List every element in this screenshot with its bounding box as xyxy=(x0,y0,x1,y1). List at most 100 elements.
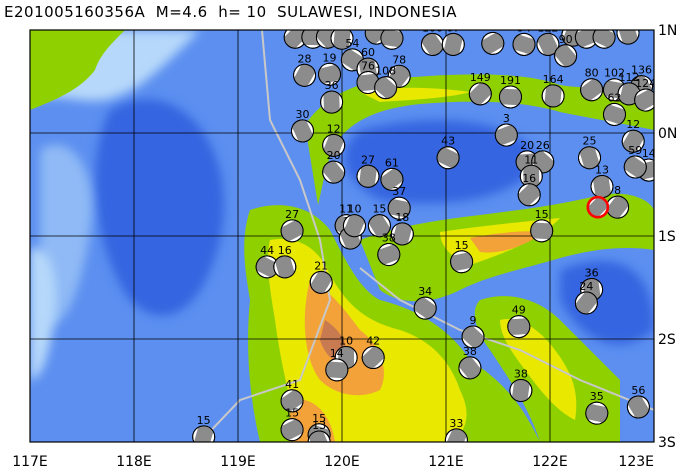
landmass xyxy=(305,74,654,205)
focal-mechanism[interactable]: 28 xyxy=(291,52,318,88)
focal-mechanism[interactable]: 15 xyxy=(366,203,393,239)
focal-mechanism[interactable]: 191 xyxy=(495,74,526,113)
focal-mechanism[interactable]: 67 xyxy=(438,21,468,59)
focal-depth-label: 78 xyxy=(392,53,406,66)
focal-mechanism[interactable]: 90 xyxy=(554,33,578,68)
focal-depth-label: 13 xyxy=(595,164,609,177)
focal-depth-label: 11 xyxy=(339,203,353,216)
focal-depth-label: 26 xyxy=(536,139,550,152)
focal-mechanism[interactable]: 44 xyxy=(253,244,280,281)
focal-depth-label: 99 xyxy=(597,14,611,27)
focal-mechanism[interactable]: 11 xyxy=(516,153,547,192)
focal-depth-label: 15 xyxy=(197,414,211,427)
focal-mechanism[interactable]: 15 xyxy=(446,239,477,277)
main-event-mechanism[interactable] xyxy=(586,195,610,219)
focal-mechanism[interactable]: 37 xyxy=(384,185,414,223)
focal-mechanism[interactable]: 49 xyxy=(503,304,534,343)
focal-mechanism[interactable]: 56 xyxy=(625,384,652,420)
focal-depth-label: 67 xyxy=(446,21,460,34)
focal-mechanism[interactable]: 42 xyxy=(361,335,385,370)
focal-mechanism[interactable]: 41 xyxy=(279,378,305,414)
focal-mechanism[interactable]: 14 xyxy=(321,347,352,385)
focal-mechanism[interactable]: 13 xyxy=(587,164,618,202)
focal-mechanism[interactable]: 38 xyxy=(374,232,403,270)
focal-depth-label: 136 xyxy=(631,64,652,77)
focal-mechanism[interactable]: 16 xyxy=(517,172,541,207)
focal-mechanism[interactable]: 108 xyxy=(374,65,398,100)
focal-mechanism[interactable]: 38 xyxy=(506,368,537,406)
focal-mechanism[interactable]: 18 xyxy=(387,211,417,249)
focal-mechanism[interactable]: 99 xyxy=(590,14,618,51)
focal-mechanism[interactable]: 124 xyxy=(632,77,659,114)
focal-depth-label: 27 xyxy=(361,153,375,166)
focal-depth-label: 13 xyxy=(306,14,320,27)
focal-mechanism[interactable]: 92 xyxy=(572,14,601,52)
focal-mechanism[interactable]: 15 xyxy=(278,407,306,444)
focal-mechanism[interactable]: 21 xyxy=(308,259,334,295)
focal-mechanism[interactable]: 59 xyxy=(623,144,648,180)
lon-label: 119E xyxy=(220,454,256,470)
focal-mechanism[interactable]: 20 xyxy=(322,149,346,184)
lon-label: 118E xyxy=(116,454,152,470)
focal-depth-label: 21 xyxy=(314,259,328,272)
focal-mechanism[interactable]: 12 xyxy=(319,122,348,159)
latitude-axis: 1N 0N 1S 2S 3S xyxy=(658,23,677,451)
focal-mechanism[interactable]: 74 xyxy=(613,10,643,48)
focal-depth-label: 10 xyxy=(339,335,353,348)
focal-depth-label: 33 xyxy=(449,417,463,430)
focal-mechanism[interactable]: 12 xyxy=(620,118,647,154)
focal-mechanism[interactable]: 36 xyxy=(316,79,347,118)
lon-label: 120E xyxy=(324,454,360,470)
focal-depth-label: 149 xyxy=(470,71,491,84)
focal-depth-label: 20 xyxy=(335,15,349,28)
focal-mechanism[interactable]: 10 xyxy=(340,203,368,240)
focal-mechanism[interactable]: 61 xyxy=(379,156,404,192)
focal-depth-label: 30 xyxy=(295,108,309,121)
focal-mechanism[interactable]: 94 xyxy=(509,21,539,59)
focal-mechanism[interactable]: 82 xyxy=(479,20,506,57)
focal-mechanism[interactable]: 15 xyxy=(526,208,557,247)
focal-mechanism[interactable]: 25 xyxy=(575,135,605,173)
focal-mechanism[interactable]: 15 xyxy=(189,414,219,452)
focal-depth-label: 92 xyxy=(579,14,593,27)
focal-mechanism[interactable]: 149 xyxy=(468,71,492,106)
focal-mechanism[interactable]: 27 xyxy=(278,208,306,245)
focal-mechanism[interactable]: 9 xyxy=(461,314,485,349)
focal-depth-label: 15 xyxy=(535,208,549,221)
focal-depth-label: 16 xyxy=(278,244,292,257)
focal-mechanism[interactable]: 33 xyxy=(442,417,470,454)
focal-mechanism[interactable]: 43 xyxy=(434,135,462,172)
lat-label: 1N xyxy=(658,23,677,39)
lon-label: 121E xyxy=(428,454,464,470)
focal-mechanism[interactable]: 90 xyxy=(377,15,408,53)
focal-depth-label: 94 xyxy=(566,12,580,25)
focal-mechanism[interactable]: 13 xyxy=(305,419,334,456)
focal-mechanism[interactable]: 34 xyxy=(413,285,438,321)
plate-boundary-line xyxy=(359,267,654,411)
focal-mechanism[interactable]: 8 xyxy=(606,184,630,219)
focal-mechanism[interactable]: 80 xyxy=(579,67,604,103)
focal-mechanism[interactable]: 14 xyxy=(283,14,307,49)
focal-depth-label: 100 xyxy=(422,21,443,34)
focal-mechanism[interactable]: 122 xyxy=(534,21,562,58)
focal-mechanism[interactable]: 30 xyxy=(288,108,316,145)
focal-mechanism[interactable]: 16 xyxy=(270,244,300,282)
focal-depth-label: 10 xyxy=(347,203,361,216)
map-frame xyxy=(29,29,655,443)
focal-mechanism[interactable]: 3 xyxy=(492,112,521,150)
focal-mechanism[interactable]: 27 xyxy=(353,153,384,191)
focal-mechanism[interactable]: 24 xyxy=(574,280,598,315)
lat-label: 0N xyxy=(658,126,677,142)
lat-label: 1S xyxy=(658,229,676,245)
focal-mechanism[interactable]: 35 xyxy=(582,390,612,428)
focal-depth-label: 41 xyxy=(285,378,299,391)
focal-mechanism[interactable]: 19 xyxy=(314,51,344,89)
focal-mechanism[interactable]: 20 xyxy=(327,15,358,53)
focal-depth-label: 12 xyxy=(626,118,640,131)
focal-mechanism[interactable]: 38 xyxy=(458,345,483,380)
focal-mechanism[interactable]: 76 xyxy=(353,60,384,98)
focal-mechanism[interactable]: 62 xyxy=(600,91,629,129)
focal-mechanism[interactable]: 164 xyxy=(538,73,569,111)
focal-depth-label: 20 xyxy=(520,139,534,152)
